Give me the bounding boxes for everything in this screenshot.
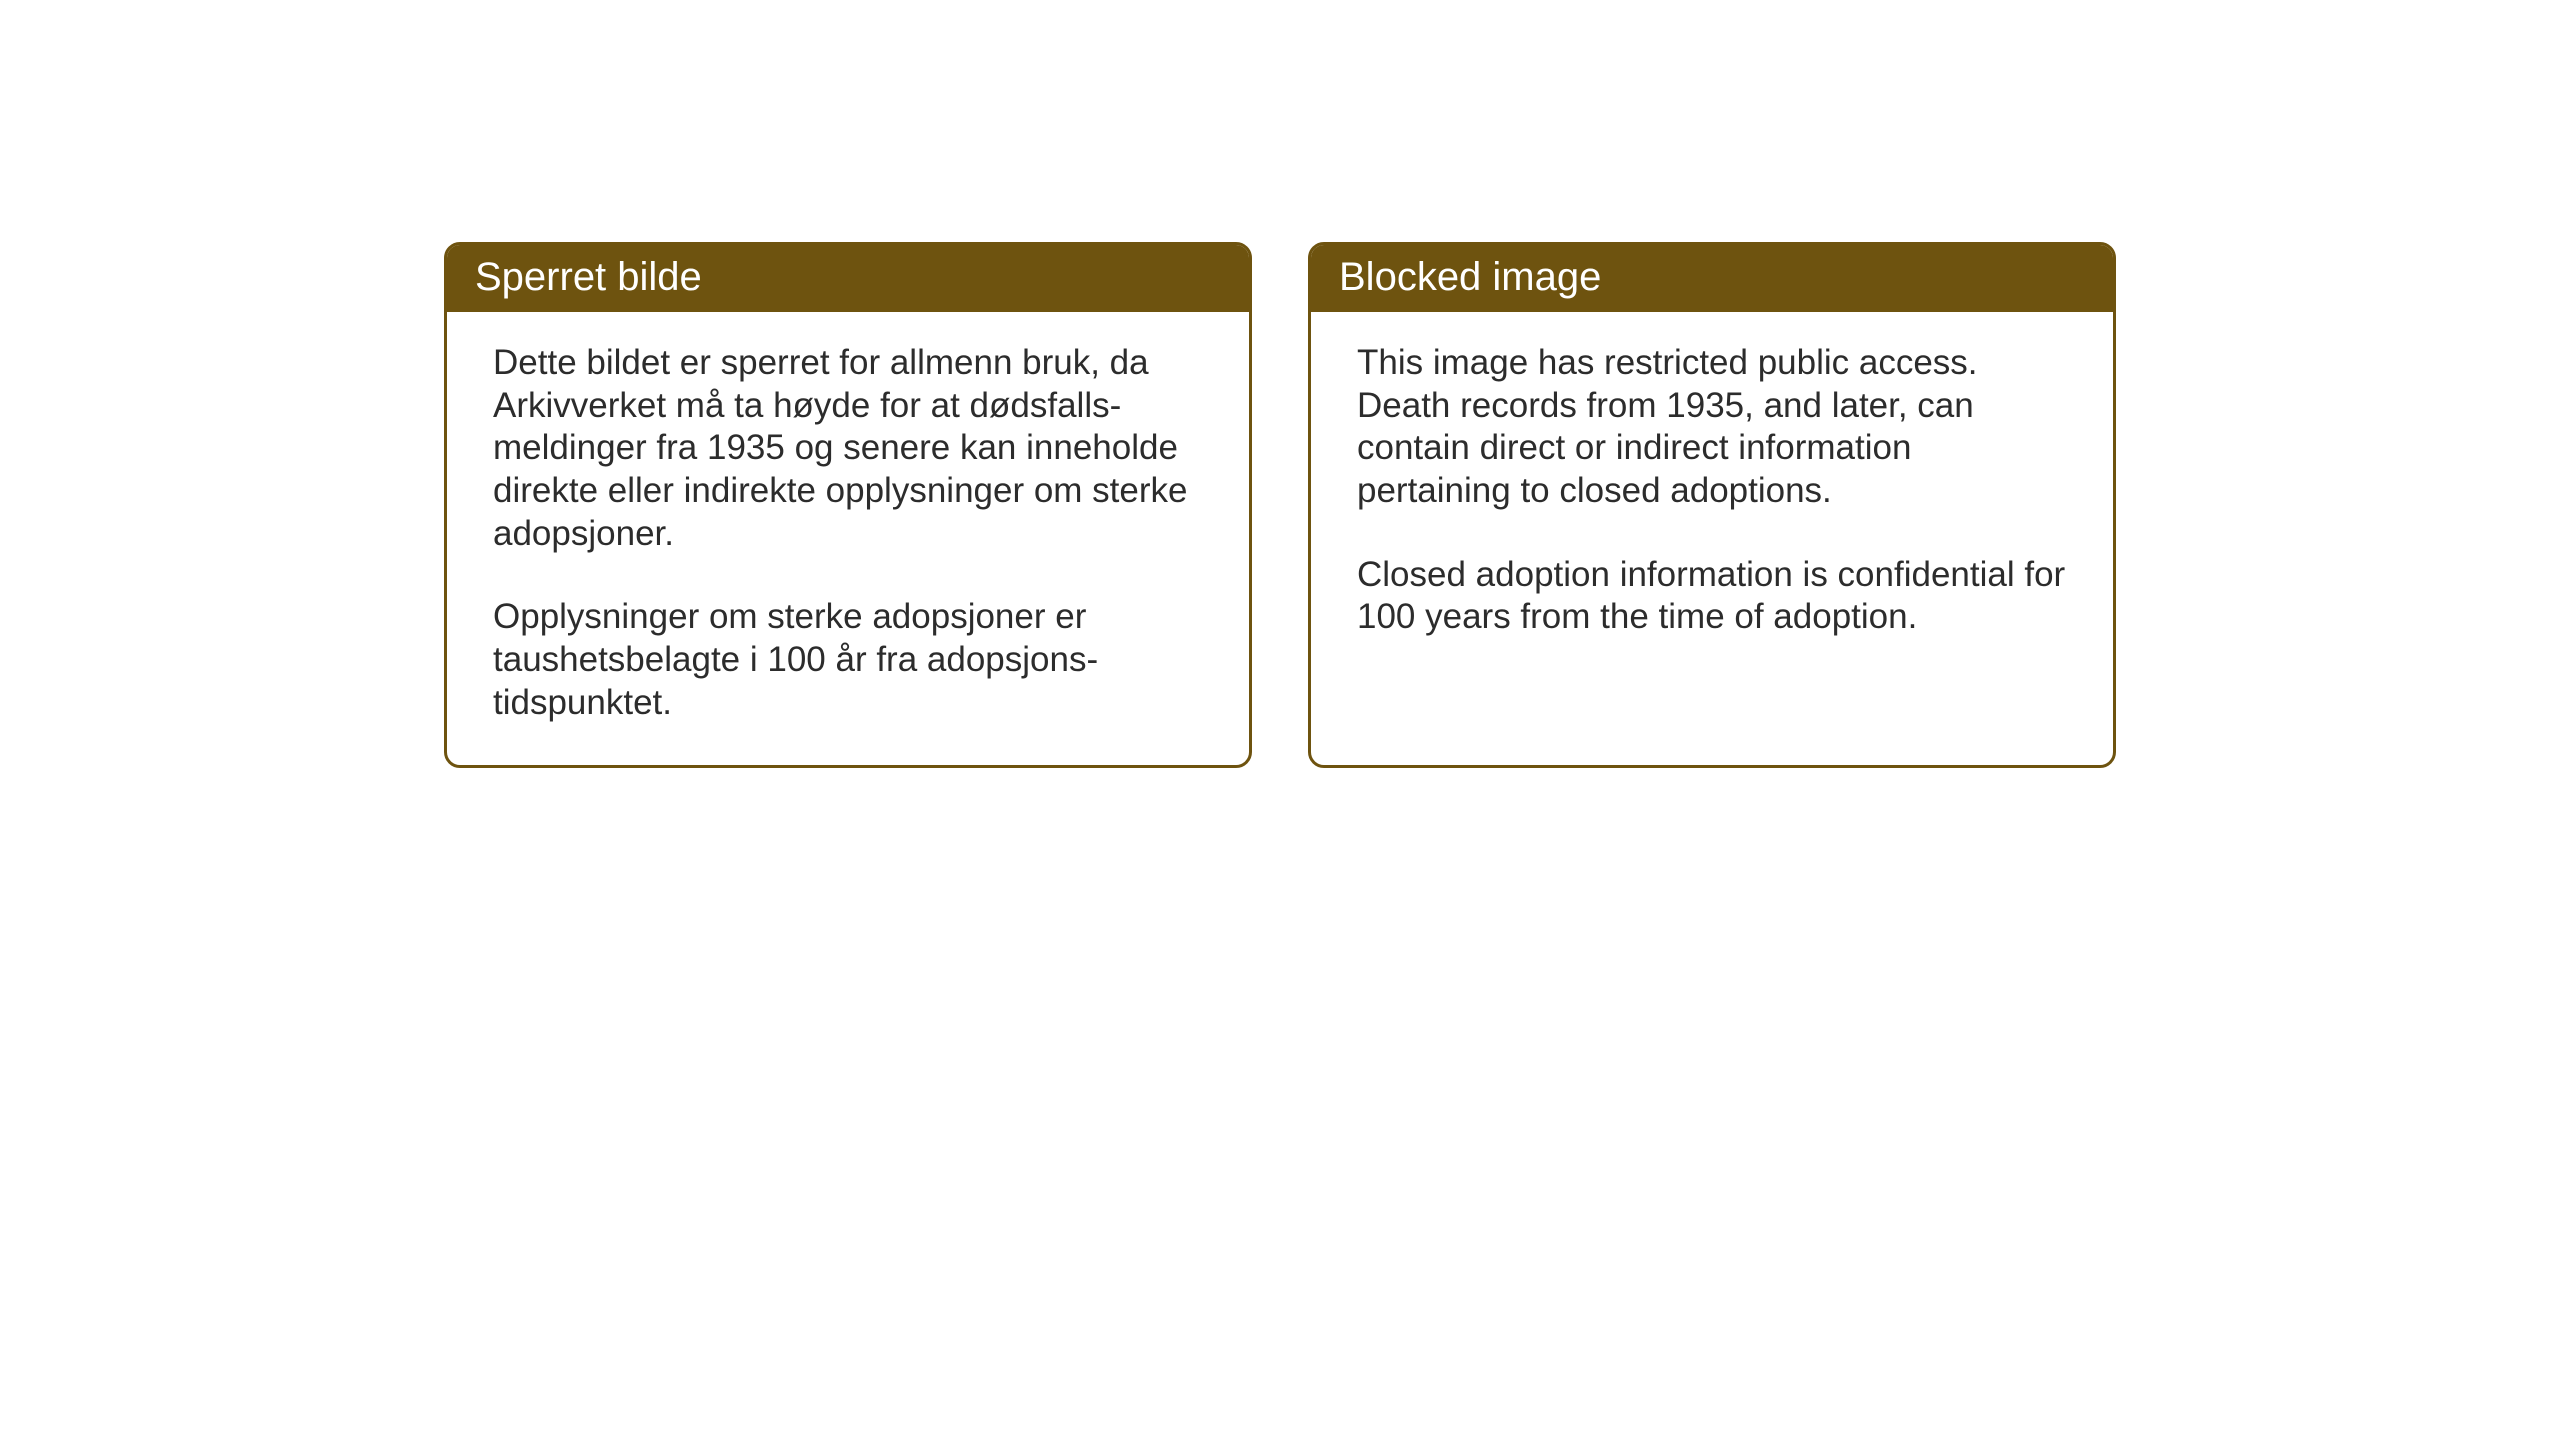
english-paragraph-2: Closed adoption information is confident…: [1357, 554, 2067, 639]
norwegian-card-body: Dette bildet er sperret for allmenn bruk…: [447, 312, 1249, 765]
english-card-title: Blocked image: [1311, 245, 2113, 312]
norwegian-paragraph-1: Dette bildet er sperret for allmenn bruk…: [493, 342, 1203, 555]
english-notice-card: Blocked image This image has restricted …: [1308, 242, 2116, 768]
english-card-body: This image has restricted public access.…: [1311, 312, 2113, 679]
english-paragraph-1: This image has restricted public access.…: [1357, 342, 2067, 513]
norwegian-notice-card: Sperret bilde Dette bildet er sperret fo…: [444, 242, 1252, 768]
norwegian-paragraph-2: Opplysninger om sterke adopsjoner er tau…: [493, 596, 1203, 724]
notice-container: Sperret bilde Dette bildet er sperret fo…: [444, 242, 2116, 768]
norwegian-card-title: Sperret bilde: [447, 245, 1249, 312]
